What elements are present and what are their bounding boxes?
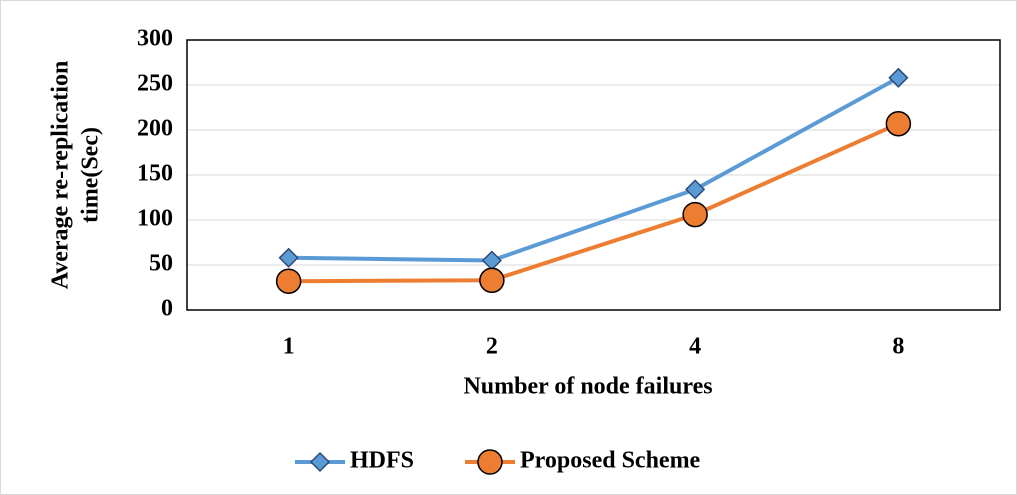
x-tick-label: 8 xyxy=(892,334,904,360)
x-tick-label: 4 xyxy=(689,334,701,360)
y-tick-label: 100 xyxy=(137,206,173,232)
plot-frame xyxy=(186,39,1001,311)
marker xyxy=(682,201,708,228)
x-tick-label: 2 xyxy=(486,334,498,360)
y-tick-label: 50 xyxy=(149,251,173,277)
marker xyxy=(479,267,505,294)
y-tick-label: 200 xyxy=(137,116,173,142)
y-tick-label: 0 xyxy=(161,296,173,322)
y-tick-label: 150 xyxy=(137,161,173,187)
legend-label: HDFS xyxy=(350,448,414,474)
legend-marker xyxy=(477,449,503,475)
legend-marker xyxy=(309,451,331,473)
y-tick-label: 250 xyxy=(137,71,173,97)
marker xyxy=(278,247,299,268)
y-axis-title: time(Sec) xyxy=(78,127,104,223)
marker xyxy=(885,110,912,137)
legend-label: Proposed Scheme xyxy=(520,448,701,474)
marker xyxy=(685,179,706,200)
y-axis-title: Average re-replication xyxy=(48,61,74,290)
marker xyxy=(888,67,909,88)
series-line xyxy=(288,121,900,284)
y-tick-label: 300 xyxy=(137,26,173,52)
series-line xyxy=(288,76,900,263)
marker xyxy=(275,268,302,294)
x-axis-title: Number of node failures xyxy=(463,374,712,400)
x-tick-label: 1 xyxy=(283,334,295,360)
